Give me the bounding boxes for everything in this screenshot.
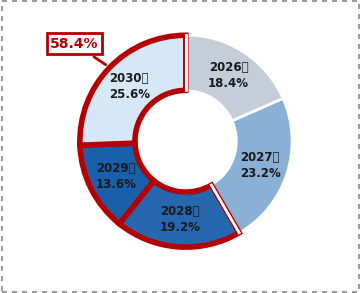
Text: 2028년
19.2%: 2028년 19.2%	[160, 205, 200, 234]
Wedge shape	[80, 143, 154, 224]
Text: 2026년
18.4%: 2026년 18.4%	[208, 61, 249, 90]
Wedge shape	[80, 35, 186, 145]
Text: 2030년
25.6%: 2030년 25.6%	[109, 72, 150, 101]
Wedge shape	[212, 98, 292, 233]
Wedge shape	[186, 35, 283, 121]
Text: 2027년
23.2%: 2027년 23.2%	[240, 151, 281, 180]
Text: 2029년
13.6%: 2029년 13.6%	[95, 162, 136, 191]
Wedge shape	[119, 181, 239, 247]
Text: 58.4%: 58.4%	[50, 37, 106, 65]
